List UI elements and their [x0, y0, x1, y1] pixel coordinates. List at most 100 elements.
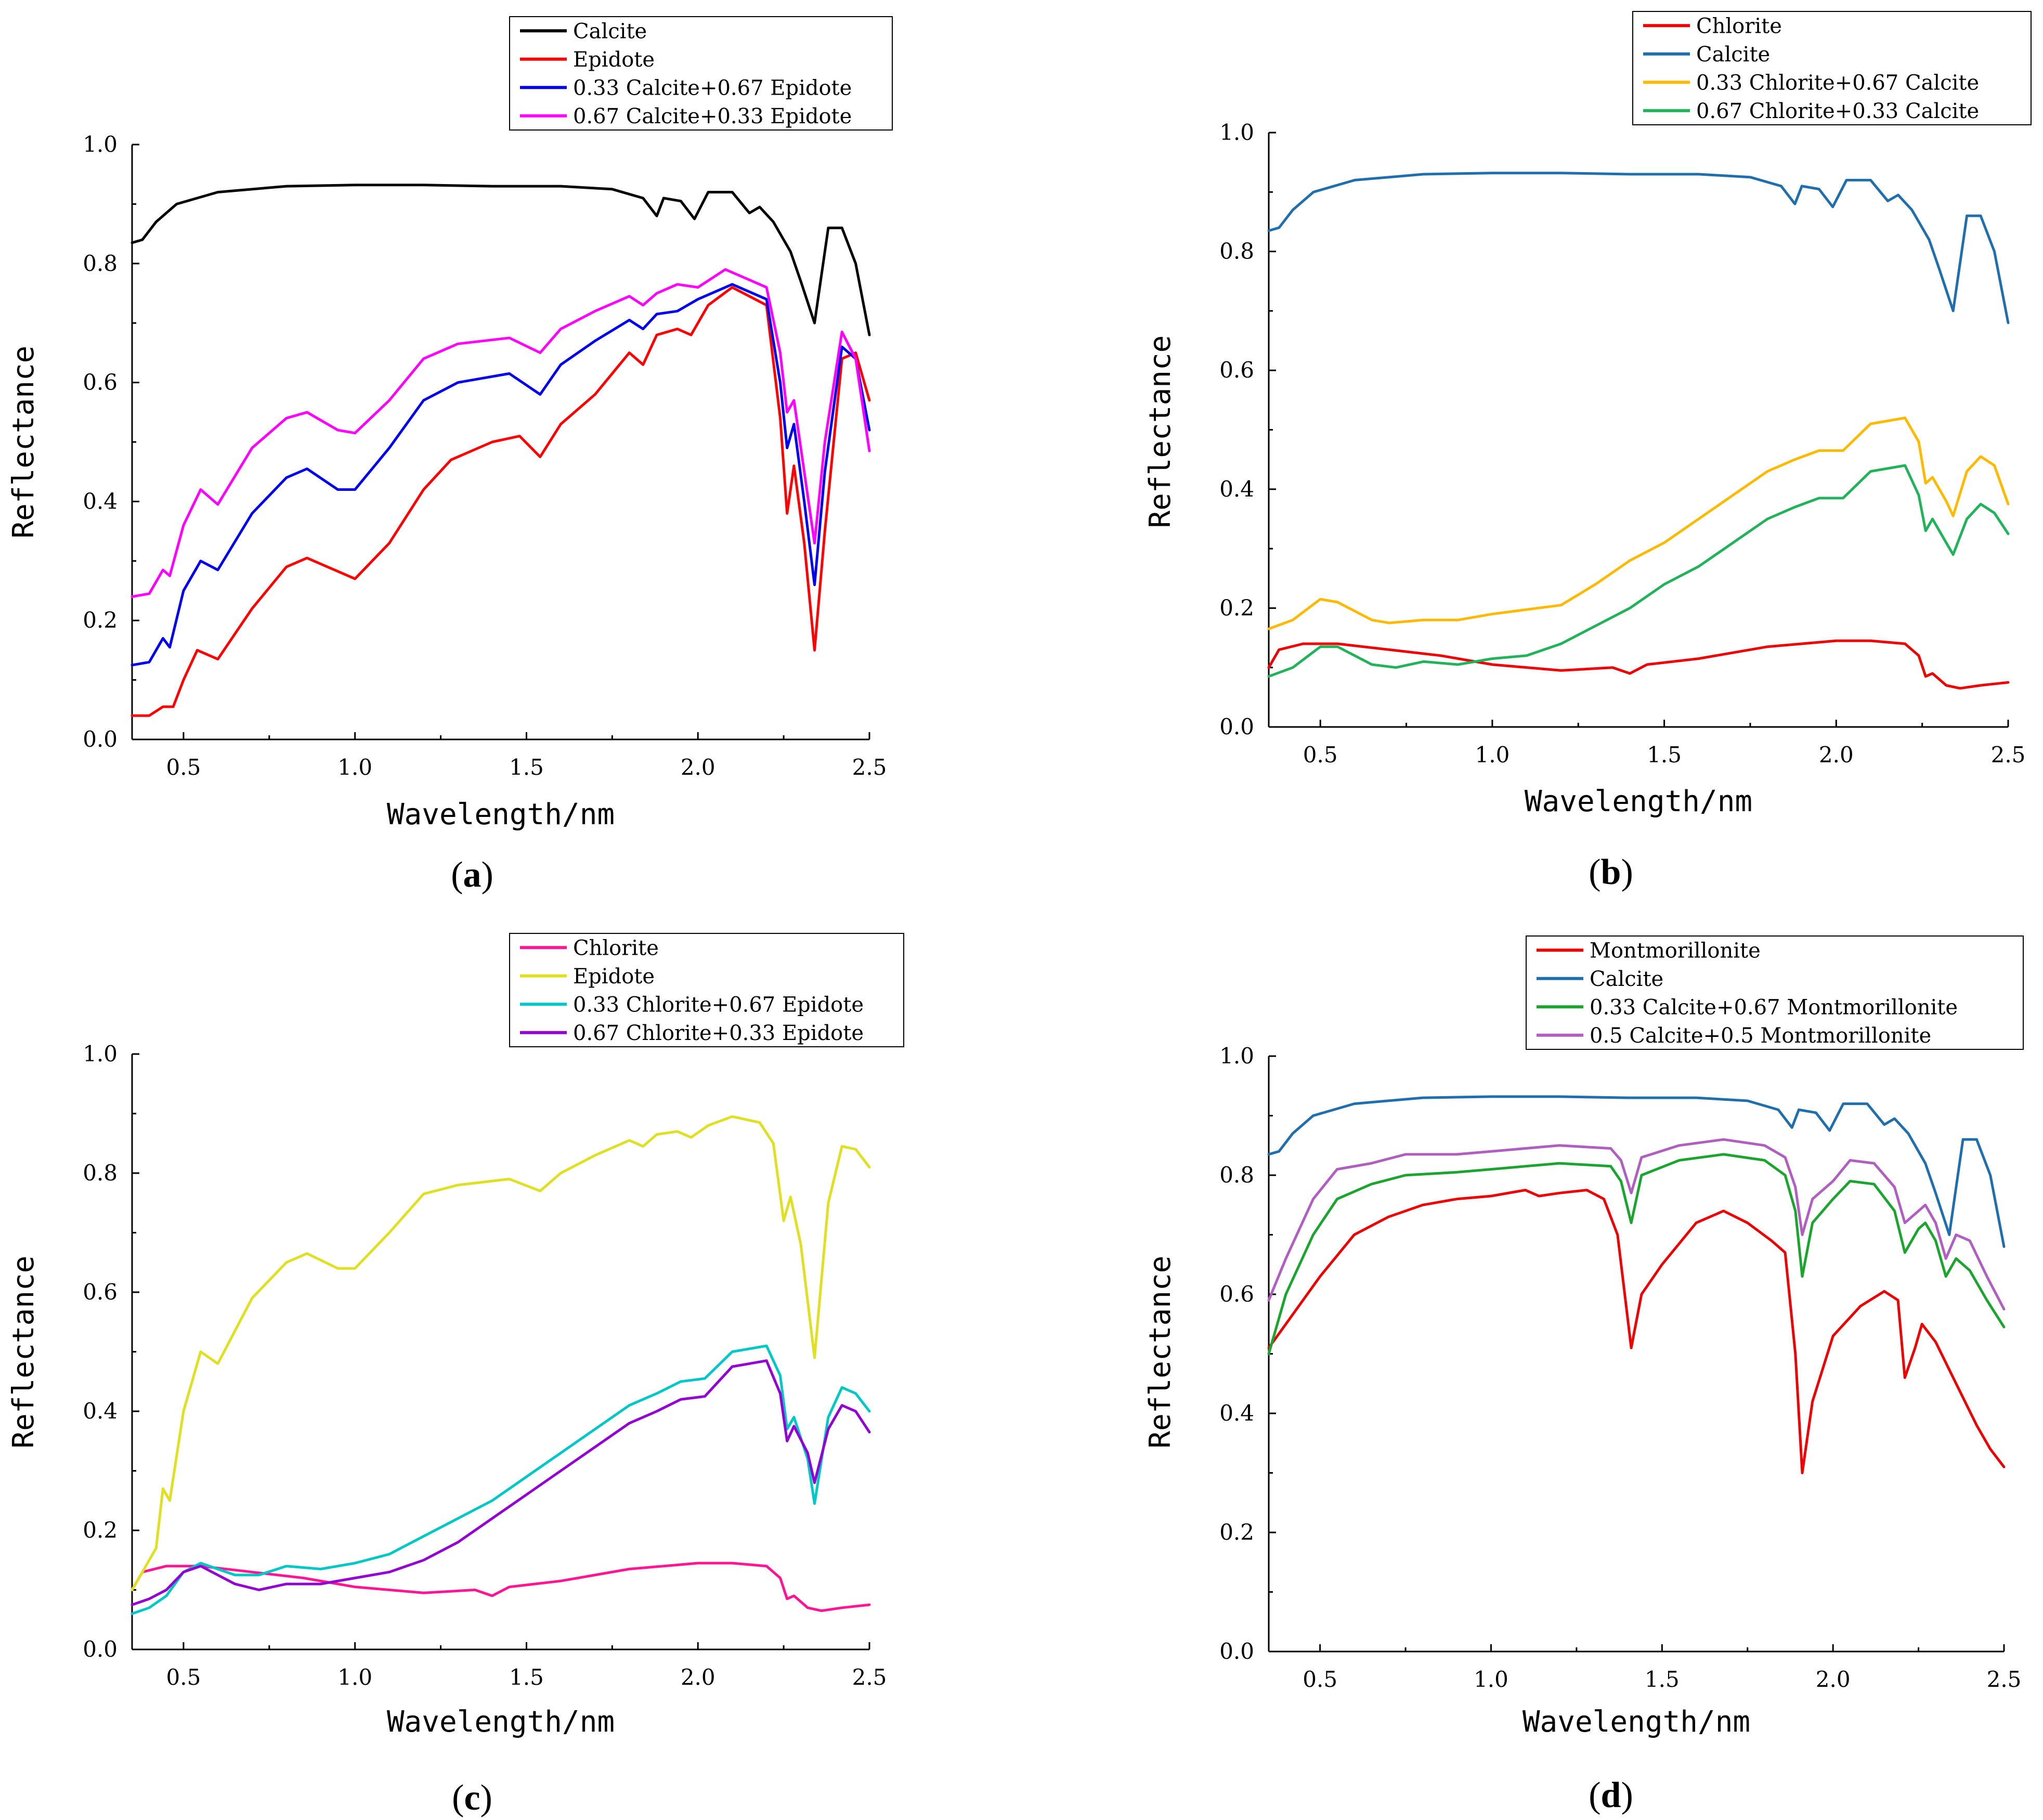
y-tick-label: 0.8 [83, 1160, 118, 1186]
y-tick-label: 1.0 [83, 132, 118, 157]
panel-label: (a) [451, 855, 493, 895]
chart-panel-c: 0.0 0.2 0.4 0.6 0.8 1.0 0.5 1.0 1.5 2.0 2.5 Wavelen… [7, 933, 904, 1818]
series-line-4 [131, 268, 871, 598]
series-line-2 [1267, 1095, 2006, 1248]
x-tick-label: 1.0 [1475, 742, 1510, 768]
legend-label: Montmorillonite [1590, 939, 1761, 963]
x-tick-label: 2.5 [852, 1665, 887, 1690]
legend-label: Chlorite [573, 936, 659, 960]
chart-panel-b: 0.0 0.2 0.4 0.6 0.8 1.0 0.5 1.0 1.5 2.0 2.5 Wavelen… [1143, 11, 2032, 892]
y-tick-label: 0.4 [83, 488, 118, 514]
x-tick-label: 2.0 [681, 1665, 715, 1690]
legend-box [1632, 11, 2032, 125]
chart-panel-a: 0.0 0.2 0.4 0.6 0.8 1.0 0.5 1.0 1.5 2.0 2.5 Wavelen… [7, 16, 893, 895]
series-line-4 [1267, 1138, 2006, 1311]
x-tick-label: 2.5 [1987, 1667, 2022, 1692]
panel-label: (b) [1589, 852, 1633, 892]
series-line-1 [131, 1562, 871, 1613]
panel-label: (d) [1589, 1775, 1633, 1815]
y-tick-label: 0.0 [1219, 1639, 1254, 1664]
y-tick-label: 0.6 [83, 370, 118, 395]
y-tick-label: 0.6 [1219, 1281, 1254, 1307]
legend: Montmorillonite Calcite 0.33 Calcite+0.67 … [1526, 935, 2024, 1050]
x-tick-label: 2.5 [1991, 742, 2026, 768]
x-tick-label: 1.5 [1645, 1667, 1680, 1692]
y-axis-title: Reflectance [1143, 1256, 1177, 1449]
series-line-2 [1267, 172, 2010, 324]
legend-label: Calcite [573, 19, 647, 43]
y-axis-title: Reflectance [7, 1256, 41, 1449]
y-tick-label: 0.4 [1219, 476, 1254, 502]
legend-label: 0.33 Chlorite+0.67 Epidote [573, 993, 864, 1017]
series-line-3 [131, 1344, 871, 1615]
y-tick-label: 0.4 [1219, 1400, 1254, 1426]
legend-label: 0.67 Calcite+0.33 Epidote [573, 105, 852, 128]
legend: Chlorite Calcite 0.33 Chlorite+0.67 Calcit… [1632, 11, 2032, 125]
series-line-2 [131, 286, 871, 717]
y-tick-label: 0.2 [83, 607, 118, 633]
x-axis-title: Wavelength/nm [1523, 1705, 1750, 1739]
legend-label: Epidote [573, 965, 655, 989]
y-axis-title: Reflectance [1143, 335, 1177, 528]
series-line-1 [1267, 1189, 2006, 1474]
x-tick-label: 1.5 [1647, 742, 1682, 768]
legend: Chlorite Epidote 0.33 Chlorite+0.67 Epidot… [509, 933, 904, 1047]
legend-label: 0.33 Calcite+0.67 Montmorillonite [1590, 995, 1958, 1019]
x-tick-label: 1.0 [1474, 1667, 1508, 1692]
legend: Calcite Epidote 0.33 Calcite+0.67 Epidote 0… [509, 16, 893, 131]
x-tick-label: 1.0 [337, 755, 372, 780]
x-axis-title: Wavelength/nm [387, 798, 615, 831]
y-axis-title: Reflectance [7, 346, 41, 539]
y-tick-label: 0.2 [1219, 595, 1254, 620]
x-tick-label: 1.5 [509, 1665, 544, 1690]
x-tick-label: 0.5 [166, 755, 201, 780]
x-tick-label: 2.0 [681, 755, 715, 780]
y-tick-label: 0.0 [83, 726, 118, 752]
y-tick-label: 0.4 [83, 1398, 118, 1424]
y-tick-label: 0.2 [83, 1517, 118, 1543]
series-line-4 [131, 1359, 871, 1606]
series-line-2 [131, 1115, 871, 1591]
series-line-3 [131, 283, 871, 667]
series-line-4 [1267, 464, 2010, 678]
series-line-3 [1267, 417, 2010, 630]
y-tick-label: 1.0 [83, 1041, 118, 1067]
y-tick-label: 0.6 [1219, 357, 1254, 383]
y-tick-label: 1.0 [1219, 1043, 1254, 1069]
chart-panel-d: 0.0 0.2 0.4 0.6 0.8 1.0 0.5 1.0 1.5 2.0 2.5 Wavelen… [1143, 935, 2024, 1815]
y-tick-label: 0.2 [1219, 1519, 1254, 1545]
legend-label: Calcite [1696, 43, 1770, 67]
y-tick-label: 1.0 [1219, 120, 1254, 145]
legend-label: 0.5 Calcite+0.5 Montmorillonite [1590, 1024, 1931, 1048]
x-tick-label: 2.5 [852, 755, 887, 780]
legend-label: 0.67 Chlorite+0.33 Calcite [1696, 99, 1979, 123]
legend-label: Chlorite [1696, 14, 1782, 38]
series-line-1 [131, 184, 871, 336]
legend-label: 0.33 Chlorite+0.67 Calcite [1696, 71, 1979, 95]
legend-label: 0.33 Calcite+0.67 Epidote [573, 76, 852, 100]
y-tick-label: 0.0 [1219, 714, 1254, 739]
x-tick-label: 2.0 [1819, 742, 1854, 768]
y-tick-label: 0.8 [1219, 1162, 1254, 1188]
legend-label: Epidote [573, 48, 655, 72]
x-tick-label: 0.5 [166, 1665, 201, 1690]
panel-label: (c) [452, 1778, 492, 1818]
x-tick-label: 1.0 [337, 1665, 372, 1690]
x-axis-title: Wavelength/nm [387, 1705, 615, 1739]
legend-label: 0.67 Chlorite+0.33 Epidote [573, 1021, 864, 1045]
legend-box [1526, 935, 2024, 1050]
y-tick-label: 0.8 [83, 251, 118, 276]
y-tick-label: 0.0 [83, 1636, 118, 1662]
legend-box [509, 16, 893, 131]
x-tick-label: 0.5 [1303, 1667, 1337, 1692]
series-line-3 [1267, 1153, 2006, 1355]
x-tick-label: 1.5 [509, 755, 544, 780]
y-tick-label: 0.6 [83, 1279, 118, 1305]
x-tick-label: 0.5 [1303, 742, 1338, 768]
x-axis-title: Wavelength/nm [1525, 785, 1752, 818]
y-tick-label: 0.8 [1219, 239, 1254, 264]
series-line-1 [1267, 639, 2010, 690]
x-tick-label: 2.0 [1816, 1667, 1851, 1692]
legend-label: Calcite [1590, 967, 1663, 991]
